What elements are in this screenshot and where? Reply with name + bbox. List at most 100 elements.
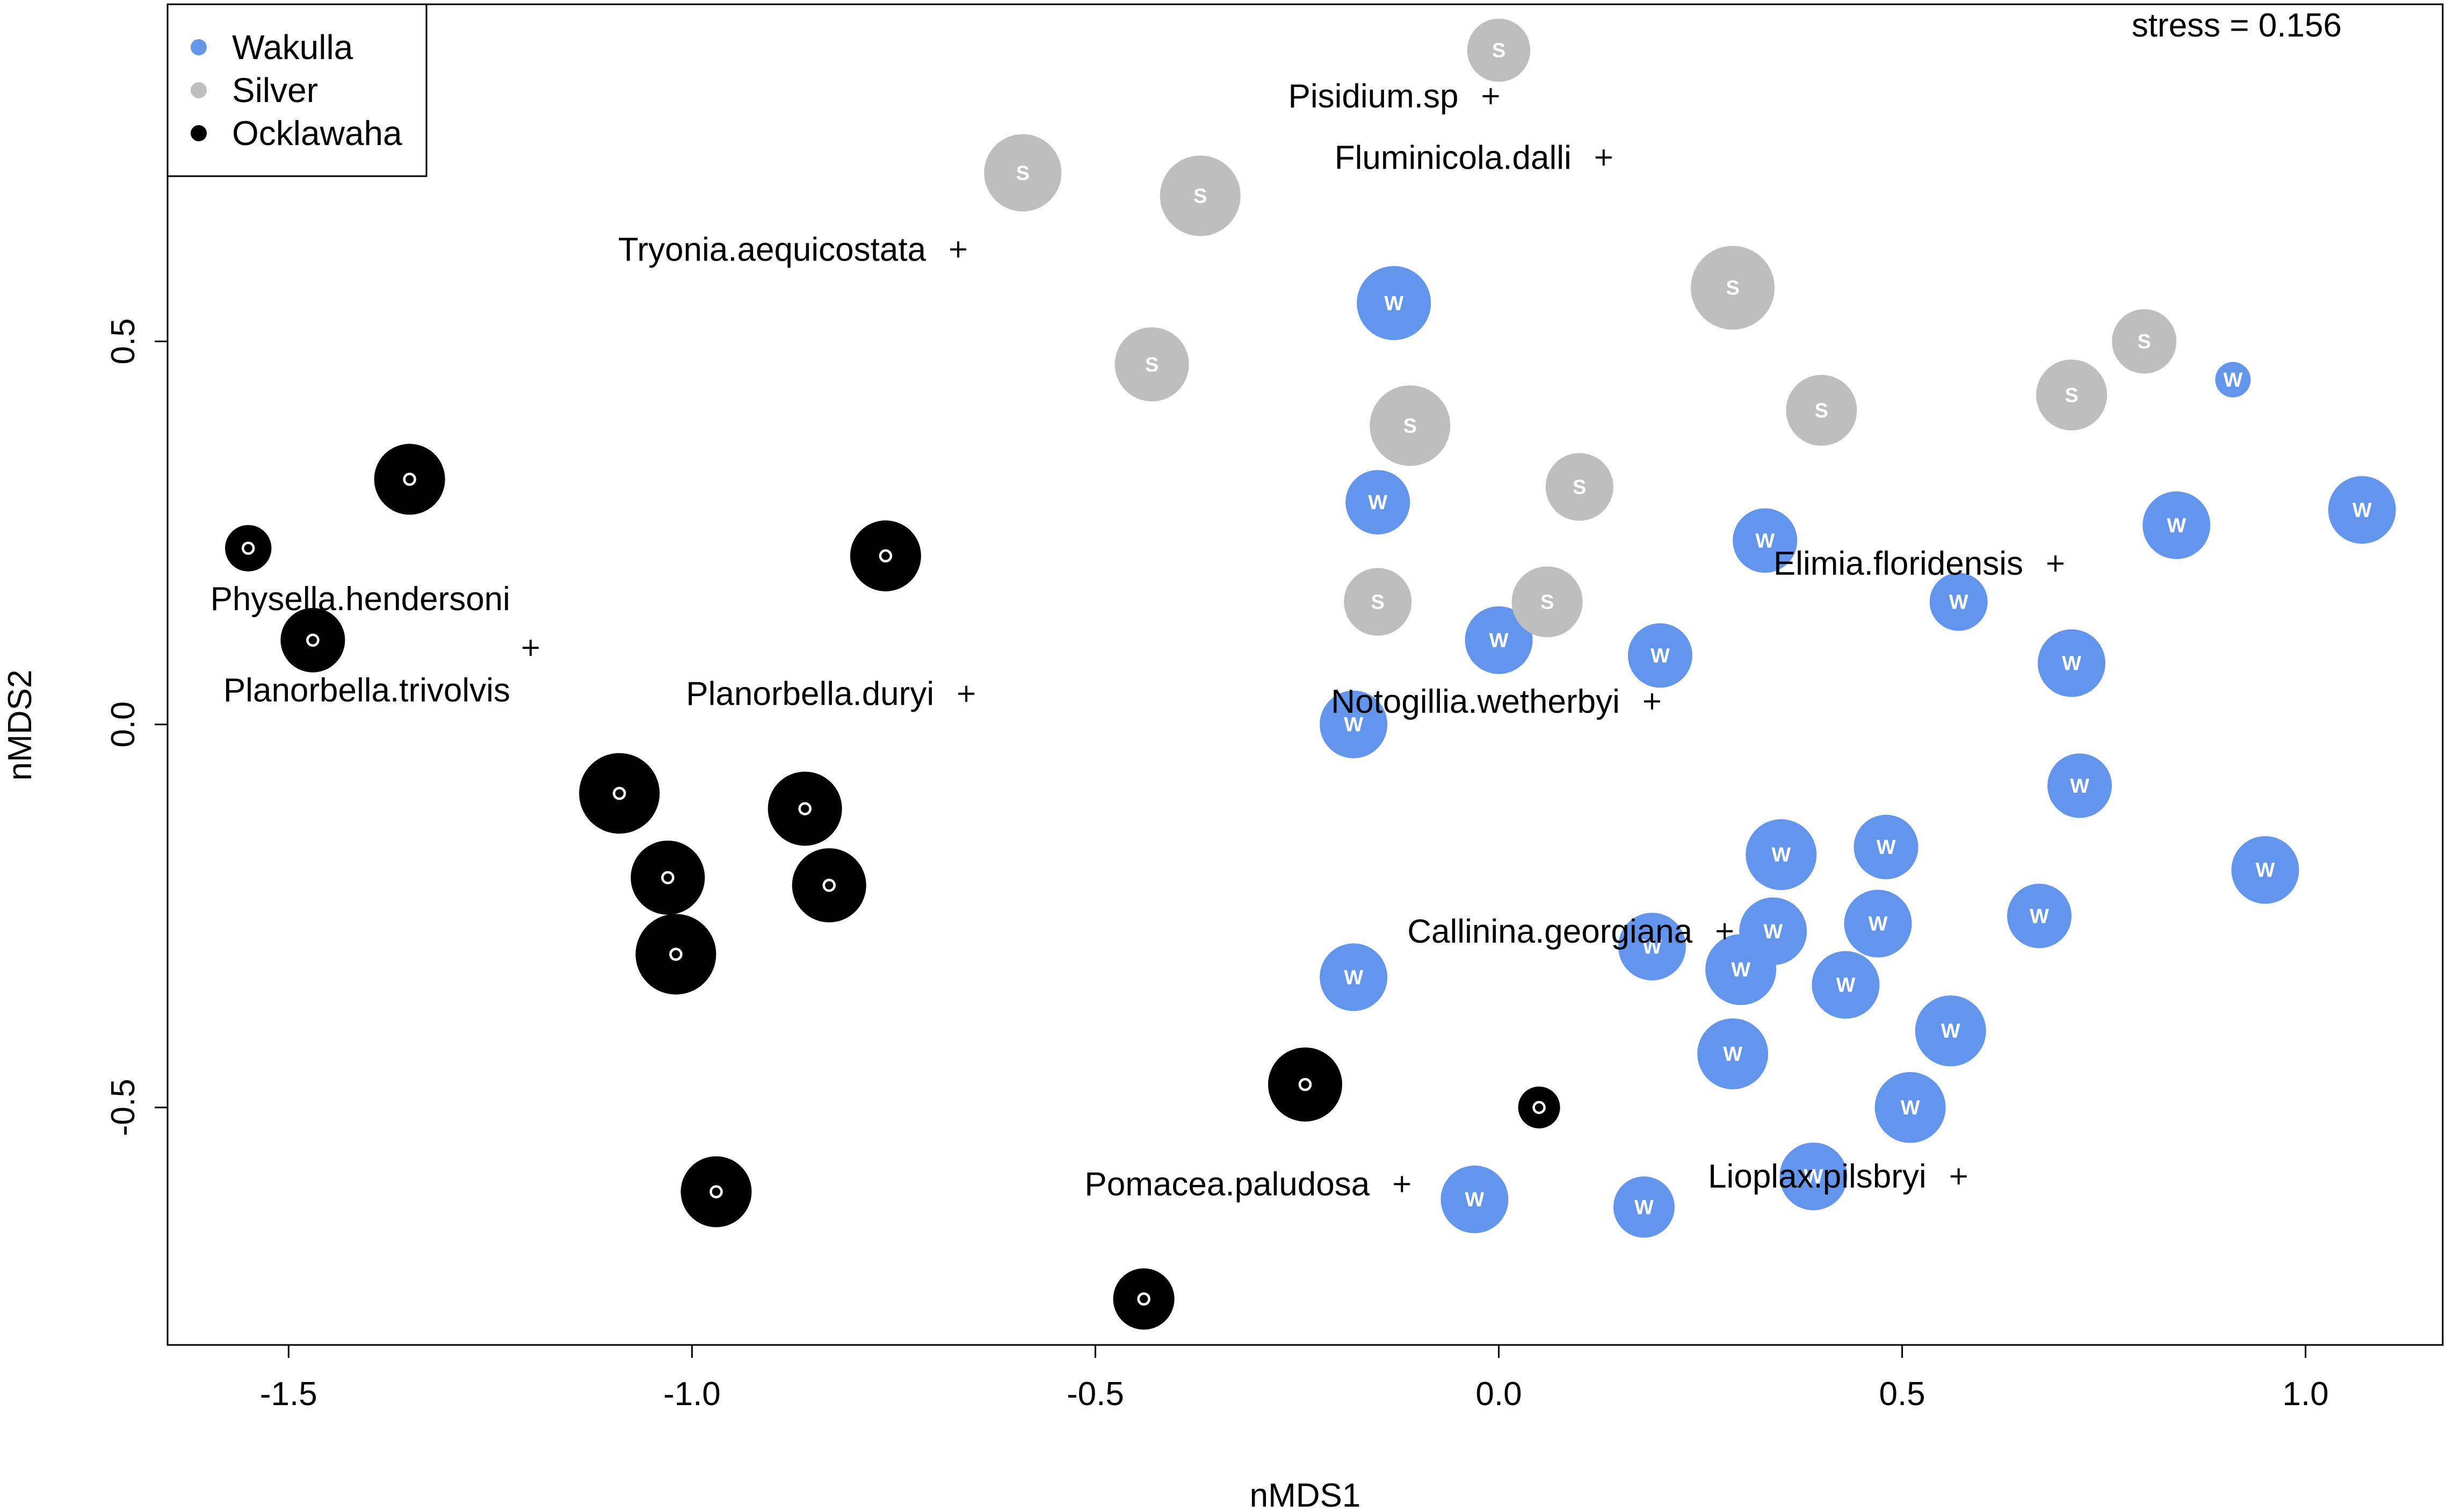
point-wakulla: W (1929, 573, 1988, 631)
point-marker (1733, 508, 1798, 573)
point-wakulla: W (1345, 470, 1410, 535)
point-marker (792, 848, 866, 923)
point-marker (225, 525, 272, 571)
point-symbol: W (1642, 936, 1662, 958)
point-silver: S (984, 134, 1062, 212)
point-symbol: W (2224, 369, 2243, 392)
x-tick-label: 0.5 (1879, 1376, 1925, 1413)
point-marker (1320, 943, 1388, 1011)
point-wakulla: W (2142, 491, 2211, 559)
legend: Wakulla Silver Ocklawaha (166, 3, 428, 177)
point-marker (2007, 884, 2072, 949)
point-symbol: W (2062, 653, 2081, 675)
point-symbol: W (1465, 1189, 1485, 1211)
point-symbol (710, 1185, 723, 1198)
point-symbol: W (1949, 591, 1968, 614)
point-silver: S (1545, 453, 1613, 521)
point-marker (984, 134, 1062, 212)
point-symbol: S (2065, 384, 2078, 407)
point-marker (1929, 573, 1988, 631)
point-wakulla: W (1357, 266, 1431, 341)
point-marker (579, 753, 660, 834)
x-tick-label: 1.0 (2283, 1376, 2329, 1413)
point-symbol: W (2167, 515, 2186, 537)
point-symbol: S (2138, 331, 2151, 353)
point-silver: S (2112, 309, 2177, 374)
point-marker (2036, 359, 2108, 431)
point-marker (1465, 606, 1533, 674)
point-symbol (822, 878, 836, 892)
point-silver: S (1114, 327, 1189, 402)
point-marker (1268, 1047, 1342, 1122)
point-marker (768, 771, 842, 846)
point-wakulla: W (1627, 623, 1692, 688)
x-tick-label: -0.5 (1067, 1376, 1124, 1413)
species-label: Physella.hendersoni (211, 581, 510, 618)
point-symbol: W (1763, 921, 1783, 943)
species-label: Elimia.floridensis (1773, 545, 2023, 582)
point-symbol: S (1371, 591, 1385, 614)
point-symbol: S (1540, 591, 1554, 614)
point-marker (1320, 690, 1388, 758)
species-label: Callinina.georgiana (1407, 913, 1692, 950)
point-symbol: W (1836, 974, 1855, 997)
point-symbol: W (1650, 645, 1670, 667)
point-wakulla: W (1812, 951, 1880, 1019)
point-symbol (612, 786, 626, 800)
point-symbol: W (1344, 966, 1363, 989)
point-wakulla: W (1705, 934, 1777, 1005)
x-tick-label: -1.0 (663, 1376, 721, 1413)
point-symbol (1532, 1101, 1546, 1115)
point-marker (1697, 1018, 1769, 1090)
point-symbol: W (1877, 836, 1896, 859)
point-wakulla: W (2038, 629, 2106, 697)
point-marker (2142, 491, 2211, 559)
point-marker (2328, 476, 2396, 544)
point-silver: S (1786, 374, 1857, 446)
point-symbol (669, 947, 683, 961)
y-axis-label: nMDS2 (2, 670, 39, 781)
point-symbol: W (1368, 491, 1387, 514)
point-symbol: W (2070, 775, 2089, 798)
point-symbol: W (1869, 913, 1888, 936)
point-marker (1746, 819, 1817, 891)
point-ocklawaha (1518, 1086, 1560, 1128)
point-symbol: W (1384, 292, 1403, 315)
point-symbol: W (1489, 630, 1509, 652)
point-symbol: W (1941, 1020, 1960, 1043)
point-symbol (1298, 1077, 1312, 1091)
point-wakulla: W (1618, 913, 1686, 981)
point-marker (1344, 568, 1412, 636)
point-wakulla: W (1465, 606, 1533, 674)
point-symbol (403, 473, 416, 486)
point-symbol: W (1344, 714, 1363, 736)
point-silver: S (1691, 245, 1775, 330)
point-marker (631, 840, 705, 915)
point-wakulla: W (1746, 819, 1817, 891)
point-wakulla: W (1613, 1176, 1675, 1238)
point-wakulla: W (1733, 508, 1798, 573)
points-layer: W W W W W W W W W W W W W W W W W W W W W W W W W W W W S S S S S S S S S S S S (225, 18, 2396, 1330)
point-marker (1691, 245, 1775, 330)
point-wakulla: W (1874, 1072, 1946, 1143)
y-tick-label: 0.0 (105, 701, 142, 748)
point-marker (1613, 1176, 1675, 1238)
point-wakulla: W (1320, 943, 1388, 1011)
point-symbol: W (2352, 499, 2372, 522)
legend-box (166, 3, 428, 177)
x-axis-label: nMDS1 (1250, 1477, 1361, 1512)
point-marker (680, 1156, 752, 1227)
point-silver: S (1370, 385, 1451, 466)
point-wakulla: W (1915, 995, 1986, 1067)
point-wakulla: W (2047, 753, 2112, 818)
species-label: Planorbella.duryi (686, 676, 934, 713)
point-silver: S (1344, 568, 1412, 636)
point-ocklawaha (1268, 1047, 1342, 1122)
point-wakulla: W (1697, 1018, 1769, 1090)
point-symbol: W (1634, 1196, 1654, 1219)
point-symbol (879, 549, 893, 563)
point-marker (1518, 1086, 1560, 1128)
point-marker (1874, 1072, 1946, 1143)
